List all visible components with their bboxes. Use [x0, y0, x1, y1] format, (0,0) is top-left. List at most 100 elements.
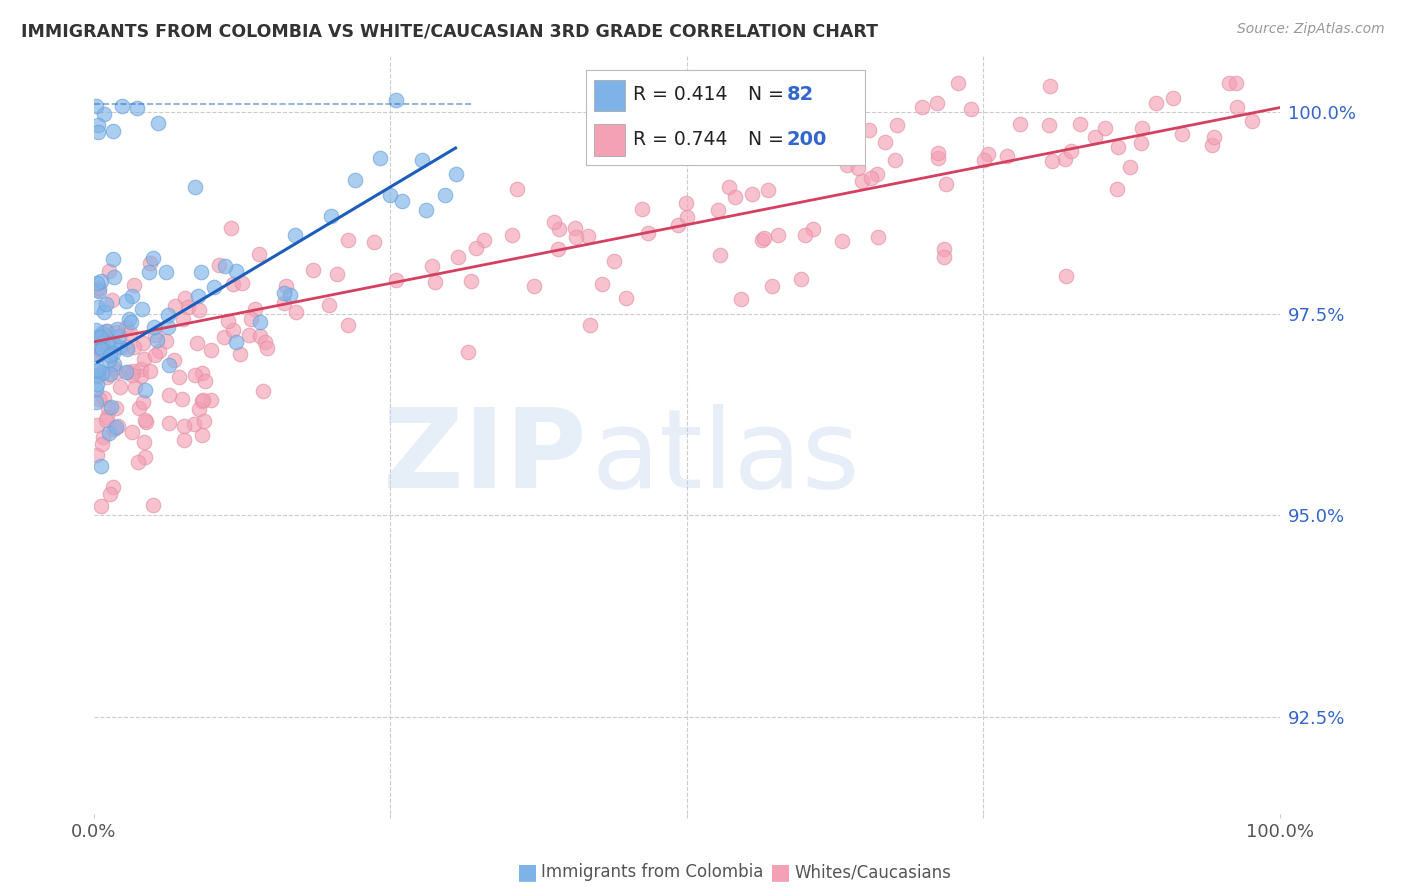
Point	[155, 334, 177, 348]
Point	[252, 384, 274, 399]
Point	[142, 499, 165, 513]
Point	[444, 167, 467, 181]
Point	[94, 412, 117, 426]
Point	[1218, 77, 1240, 91]
Point	[115, 342, 138, 356]
Point	[84, 382, 107, 396]
Point	[238, 327, 260, 342]
Point	[741, 186, 763, 201]
Point	[87, 343, 110, 357]
Point	[110, 380, 132, 394]
Point	[103, 270, 125, 285]
Point	[1038, 118, 1060, 132]
Point	[247, 247, 270, 261]
Point	[131, 301, 153, 316]
Point	[1241, 113, 1264, 128]
Point	[191, 427, 214, 442]
Point	[240, 311, 263, 326]
Point	[91, 437, 114, 451]
Point	[90, 500, 112, 514]
Point	[138, 265, 160, 279]
Point	[107, 328, 129, 343]
Point	[91, 328, 114, 343]
Point	[1161, 91, 1184, 105]
Point	[118, 326, 141, 340]
Point	[187, 289, 209, 303]
Point	[96, 410, 118, 425]
Point	[96, 297, 118, 311]
Point	[200, 393, 222, 408]
Point	[761, 278, 783, 293]
Point	[927, 145, 949, 160]
Point	[86, 118, 108, 132]
Point	[523, 278, 546, 293]
Point	[142, 251, 165, 265]
Point	[194, 374, 217, 388]
Point	[87, 347, 110, 361]
Point	[87, 363, 110, 377]
Point	[87, 300, 110, 314]
Point	[146, 333, 169, 347]
Point	[173, 434, 195, 448]
Point	[129, 361, 152, 376]
Point	[1069, 117, 1091, 131]
Point	[249, 315, 271, 329]
Point	[423, 275, 446, 289]
Point	[391, 194, 413, 209]
Point	[976, 146, 998, 161]
Point	[1107, 139, 1129, 153]
Point	[548, 221, 571, 235]
Point	[94, 324, 117, 338]
Point	[157, 358, 180, 372]
Point	[173, 291, 195, 305]
Point	[718, 180, 741, 194]
Point	[86, 368, 108, 383]
Point	[754, 231, 776, 245]
Point	[1054, 269, 1077, 284]
Point	[835, 158, 858, 172]
Point	[125, 101, 148, 115]
Point	[927, 151, 949, 165]
Point	[675, 196, 697, 211]
Point	[103, 422, 125, 436]
Point	[875, 135, 897, 149]
Point	[84, 330, 107, 344]
Point	[501, 227, 523, 242]
Point	[84, 323, 107, 337]
Point	[191, 393, 214, 408]
Point	[378, 187, 401, 202]
Point	[385, 93, 408, 107]
Point	[301, 263, 323, 277]
Point	[114, 364, 136, 378]
Point	[1084, 130, 1107, 145]
Point	[801, 222, 824, 236]
Point	[1171, 128, 1194, 142]
Point	[256, 341, 278, 355]
Point	[385, 272, 408, 286]
Point	[730, 292, 752, 306]
Point	[860, 170, 883, 185]
Point	[157, 308, 180, 322]
Point	[221, 277, 243, 292]
Point	[676, 210, 699, 224]
Point	[1225, 77, 1247, 91]
Point	[935, 177, 957, 191]
Point	[1130, 121, 1153, 136]
Text: atlas: atlas	[592, 404, 860, 511]
Point	[163, 299, 186, 313]
Point	[547, 242, 569, 256]
Point	[86, 376, 108, 391]
Point	[1040, 154, 1063, 169]
Point	[222, 323, 245, 337]
Point	[411, 153, 433, 167]
Point	[93, 106, 115, 120]
Point	[148, 343, 170, 358]
Point	[790, 272, 813, 286]
Point	[846, 161, 869, 175]
Point	[115, 340, 138, 354]
Point	[1105, 182, 1128, 196]
Point	[420, 260, 443, 274]
Point	[132, 435, 155, 450]
Point	[101, 346, 124, 360]
Point	[86, 283, 108, 297]
